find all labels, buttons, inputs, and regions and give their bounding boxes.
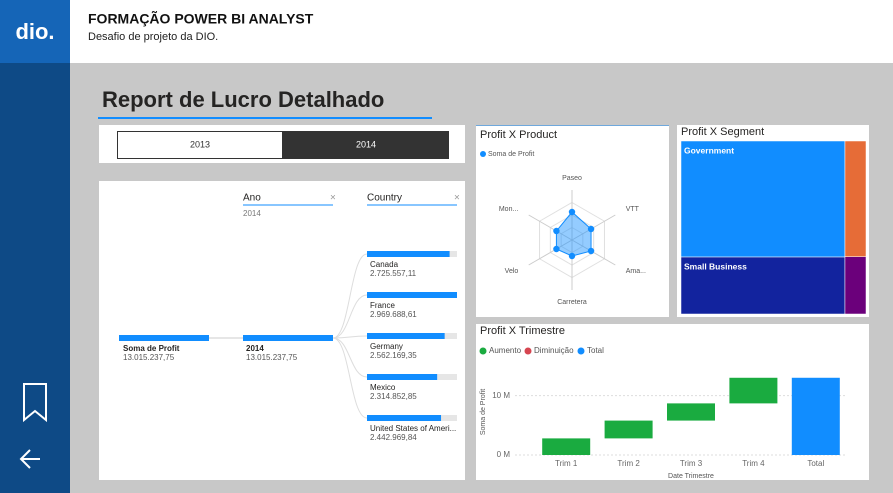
radar-axis — [528, 214, 573, 241]
tree-node-value: 2.969.688,61 — [370, 310, 417, 319]
slicer-button[interactable] — [117, 131, 283, 159]
tree-connector — [332, 337, 368, 419]
radar-point — [568, 252, 576, 260]
legend-dot — [524, 347, 532, 355]
tree-node-label: Canada — [370, 260, 399, 269]
x-tick-label: Trim 3 — [680, 459, 703, 468]
tree-node-value: 2.314.852,85 — [370, 392, 417, 401]
tree-node-label: France — [370, 301, 395, 310]
x-tick-label: Trim 4 — [742, 459, 765, 468]
waterfall-bar — [542, 438, 591, 455]
tree-bar — [243, 335, 333, 341]
radar-point — [553, 227, 560, 235]
tree-level-header: Country — [367, 193, 402, 204]
tree-filter: 2014 — [243, 209, 261, 218]
tree-node-label: Mexico — [370, 383, 396, 392]
radar-label: Carretera — [557, 299, 587, 306]
bookmark-icon[interactable] — [23, 383, 47, 423]
waterfall-bar — [791, 377, 840, 455]
tree-bar — [367, 333, 445, 339]
tree-close: × — [454, 193, 460, 204]
y-tick-label: 0 M — [497, 450, 511, 459]
tree-node-value: 2.725.557,11 — [370, 269, 417, 278]
chart-title: Profit X Trimestre — [480, 325, 565, 337]
chart-title: Profit X Product — [480, 129, 557, 141]
waterfall-bar — [667, 403, 715, 421]
radar-label: Velo — [505, 268, 519, 275]
back-icon[interactable] — [19, 449, 40, 469]
treemap-label: Small Business — [684, 261, 747, 271]
legend-label: Soma de Profit — [488, 151, 534, 158]
tree-node-label: Germany — [370, 342, 403, 351]
tree-node-value: 13.015.237,75 — [123, 353, 175, 362]
tree-node-label: United States of Ameri... — [370, 424, 456, 433]
radar-label: VTT — [626, 206, 640, 213]
x-tick-label: Trim 1 — [555, 459, 578, 468]
treemap-label: Government — [684, 145, 734, 155]
chart-title: Profit X Segment — [681, 126, 764, 138]
tree-level-header: Ano — [243, 193, 261, 204]
legend-label: Aumento — [489, 346, 522, 355]
legend-dot — [577, 347, 585, 355]
tree-bar — [367, 251, 450, 257]
x-tick-label: Total — [807, 459, 824, 468]
radar-label: Mon... — [499, 206, 519, 213]
treemap-cell — [680, 140, 846, 258]
tree-bar — [367, 415, 442, 421]
tree-connector — [332, 335, 368, 339]
tree-node-value: 2.562.169,35 — [370, 351, 417, 360]
y-axis-title: Soma de Profit — [480, 389, 487, 435]
tree-bar — [119, 335, 209, 341]
radar-point — [587, 247, 595, 255]
tree-bar — [367, 374, 438, 380]
tree-node-label: Soma de Profit — [123, 344, 180, 353]
header-title: FORMAÇÃO POWER BI ANALYST — [88, 10, 314, 27]
tree-close: × — [330, 193, 336, 204]
logo-box — [0, 0, 70, 63]
waterfall-bar — [729, 377, 778, 404]
tree-node-label: 2014 — [246, 344, 264, 353]
report-title: Report de Lucro Detalhado — [102, 87, 384, 112]
tree-node-value: 2.442.969,84 — [370, 433, 417, 442]
slicer-button[interactable] — [283, 131, 449, 159]
x-tick-label: Trim 2 — [617, 459, 640, 468]
legend-label: Total — [587, 346, 604, 355]
radar-point — [587, 225, 595, 233]
tree-node-value: 13.015.237,75 — [246, 353, 298, 362]
logo: dio. — [15, 19, 54, 44]
tree-bar — [367, 292, 457, 298]
legend-label: Diminuição — [534, 346, 574, 355]
slicer-label: 2014 — [356, 139, 376, 149]
radar-label: Paseo — [562, 175, 582, 182]
header-bar — [0, 0, 893, 63]
radar-axis — [528, 239, 573, 266]
tree-connector — [332, 253, 368, 339]
treemap-cell — [680, 256, 846, 315]
tree-connector — [332, 294, 368, 339]
tree-connector — [332, 337, 368, 378]
tree-panel — [99, 181, 465, 480]
legend-dot — [479, 347, 487, 355]
slicer-label: 2013 — [190, 139, 210, 149]
radar-label: Ama... — [626, 268, 646, 275]
header-subtitle: Desafio de projeto da DIO. — [88, 31, 218, 43]
treemap-cell — [844, 256, 867, 315]
radar-point — [568, 208, 576, 216]
x-axis-title: Date Trimestre — [668, 473, 714, 480]
y-tick-label: 10 M — [492, 391, 510, 400]
radar-point — [553, 245, 560, 253]
sidebar — [0, 63, 70, 493]
waterfall-bar — [604, 420, 653, 439]
treemap-cell — [844, 140, 867, 257]
legend-dot — [480, 151, 486, 157]
